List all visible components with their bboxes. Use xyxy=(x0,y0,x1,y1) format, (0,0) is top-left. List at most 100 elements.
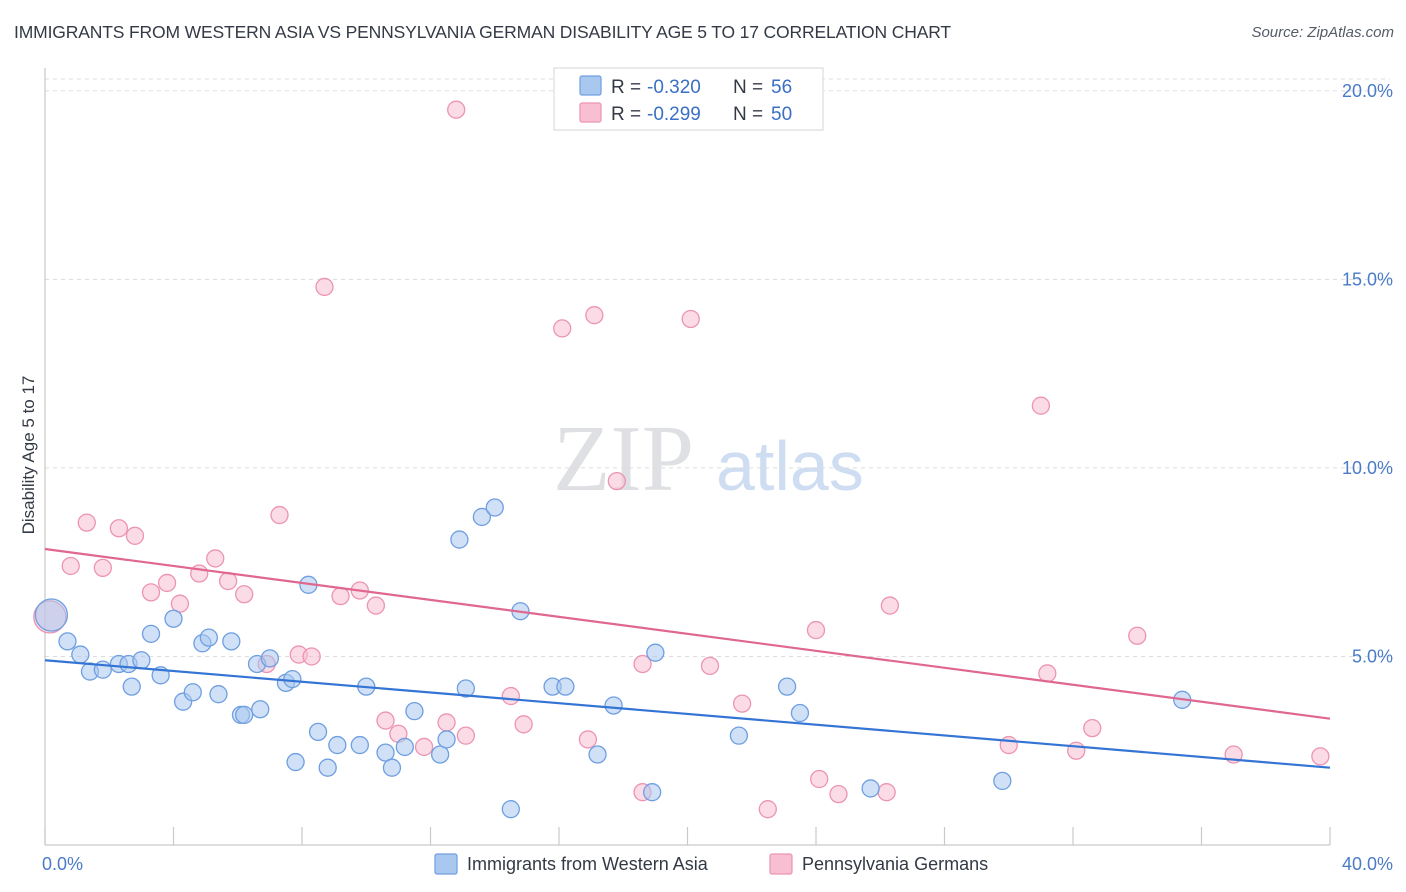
point-immigrants-western-asia xyxy=(729,726,749,745)
point-immigrants-western-asia xyxy=(34,598,69,632)
point-immigrants-western-asia xyxy=(376,743,395,762)
x-tick-label: 0.0% xyxy=(42,854,83,874)
point-immigrants-western-asia xyxy=(251,700,270,719)
y-tick-labels: 5.0% 10.0% 15.0% 20.0% xyxy=(1342,81,1393,667)
point-pennsylvania-germans xyxy=(218,571,238,591)
stats-legend: R = -0.320 N = 56 R = -0.299 N = 50 xyxy=(553,67,824,131)
point-immigrants-western-asia xyxy=(604,696,623,715)
point-immigrants-western-asia xyxy=(209,685,228,704)
bottom-legend-label-pink: Pennsylvania Germans xyxy=(802,854,988,874)
point-pennsylvania-germans xyxy=(302,647,321,666)
point-pennsylvania-germans xyxy=(93,558,112,578)
point-pennsylvania-germans xyxy=(1038,664,1057,683)
gridlines xyxy=(45,78,1390,657)
point-pennsylvania-germans xyxy=(585,306,604,325)
point-immigrants-western-asia xyxy=(556,677,575,696)
point-immigrants-western-asia xyxy=(328,735,347,755)
point-pennsylvania-germans xyxy=(125,526,145,545)
point-pennsylvania-germans xyxy=(447,100,466,119)
point-pennsylvania-germans xyxy=(77,513,96,532)
point-pennsylvania-germans xyxy=(877,783,896,802)
bottom-legend-swatch-pink xyxy=(769,853,793,875)
point-immigrants-western-asia xyxy=(235,705,254,725)
point-pennsylvania-germans xyxy=(999,735,1018,755)
point-pennsylvania-germans xyxy=(437,713,456,732)
point-pennsylvania-germans xyxy=(514,715,533,734)
point-immigrants-western-asia xyxy=(861,779,880,798)
point-pennsylvania-germans xyxy=(157,573,177,593)
legend-n-value-blue: 56 xyxy=(771,77,792,98)
watermark-zip: ZIP xyxy=(553,407,694,511)
bottom-legend-label-blue: Immigrants from Western Asia xyxy=(467,854,709,874)
point-pennsylvania-germans xyxy=(170,594,190,613)
point-immigrants-western-asia xyxy=(183,683,202,702)
y-tick-label: 20.0% xyxy=(1342,81,1393,101)
point-pennsylvania-germans xyxy=(331,586,350,606)
axes xyxy=(44,68,1331,846)
point-pennsylvania-germans xyxy=(1083,718,1102,738)
point-immigrants-western-asia xyxy=(405,701,424,721)
point-immigrants-western-asia xyxy=(501,800,520,819)
point-pennsylvania-germans xyxy=(61,556,80,576)
y-tick-label: 10.0% xyxy=(1342,458,1393,478)
point-immigrants-western-asia xyxy=(308,722,328,742)
watermark: ZIP atlas xyxy=(553,407,864,511)
point-pennsylvania-germans xyxy=(270,505,289,525)
point-pennsylvania-germans xyxy=(732,694,752,713)
legend-n-label-pink: N = xyxy=(733,104,763,125)
point-immigrants-western-asia xyxy=(141,624,161,643)
point-immigrants-western-asia xyxy=(199,628,218,647)
point-pennsylvania-germans xyxy=(806,620,826,640)
point-immigrants-western-asia xyxy=(71,645,90,664)
series-legend: Immigrants from Western Asia Pennsylvani… xyxy=(434,853,988,875)
bottom-legend-swatch-blue xyxy=(434,853,458,875)
point-immigrants-western-asia xyxy=(132,651,151,670)
point-pennsylvania-germans xyxy=(829,784,848,804)
point-immigrants-western-asia xyxy=(164,609,183,628)
point-immigrants-western-asia xyxy=(790,703,810,723)
point-immigrants-western-asia xyxy=(283,669,302,689)
point-immigrants-western-asia xyxy=(286,752,305,772)
trend-lines xyxy=(44,547,1331,769)
point-immigrants-western-asia xyxy=(318,758,337,777)
point-pennsylvania-germans xyxy=(376,711,395,730)
legend-swatch-pink xyxy=(579,102,602,123)
point-immigrants-western-asia xyxy=(993,771,1012,791)
point-pennsylvania-germans xyxy=(633,654,652,674)
point-pennsylvania-germans xyxy=(681,309,700,329)
point-immigrants-western-asia xyxy=(430,745,450,764)
source-label: Source: ZipAtlas.com xyxy=(1251,24,1394,41)
y-tick-label: 5.0% xyxy=(1352,646,1393,666)
point-immigrants-western-asia xyxy=(260,649,280,668)
point-immigrants-western-asia xyxy=(58,632,77,651)
legend-swatch-blue xyxy=(579,75,602,96)
y-axis-label: Disability Age 5 to 17 xyxy=(19,376,38,535)
point-pennsylvania-germans xyxy=(1067,741,1086,760)
point-immigrants-western-asia xyxy=(437,730,456,749)
point-pennsylvania-germans xyxy=(366,596,386,615)
point-immigrants-western-asia xyxy=(472,507,492,527)
point-pennsylvania-germans xyxy=(553,319,572,338)
legend-r-value-pink: -0.299 xyxy=(647,104,701,125)
legend-n-label-blue: N = xyxy=(733,77,763,98)
point-immigrants-western-asia xyxy=(350,735,369,755)
chart-title: IMMIGRANTS FROM WESTERN ASIA VS PENNSYLV… xyxy=(14,22,951,42)
legend-n-value-pink: 50 xyxy=(771,104,792,125)
point-immigrants-western-asia xyxy=(777,677,797,696)
point-pennsylvania-germans xyxy=(456,726,475,745)
point-immigrants-western-asia xyxy=(122,677,141,696)
legend-r-label-pink: R = xyxy=(611,104,641,125)
point-pennsylvania-germans xyxy=(1311,747,1330,766)
point-immigrants-western-asia xyxy=(588,745,607,764)
point-pennsylvania-germans xyxy=(700,656,720,676)
point-immigrants-western-asia xyxy=(646,643,665,662)
point-pennsylvania-germans xyxy=(880,596,900,615)
point-immigrants-western-asia xyxy=(450,530,469,549)
point-pennsylvania-germans xyxy=(758,800,777,819)
point-pennsylvania-germans xyxy=(1128,626,1147,645)
point-pennsylvania-germans xyxy=(109,519,129,538)
trend-line-pennsylvania-germans xyxy=(44,547,1331,720)
point-pennsylvania-germans xyxy=(235,585,254,604)
point-immigrants-western-asia xyxy=(456,679,475,698)
